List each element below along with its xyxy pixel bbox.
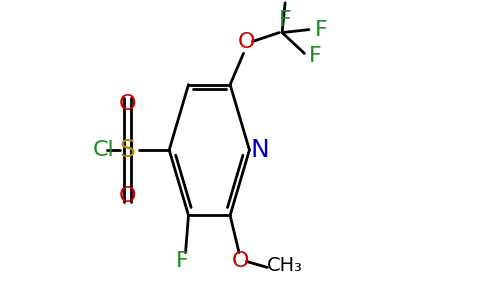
Text: O: O [238,32,255,52]
Text: F: F [279,10,291,30]
Text: F: F [309,46,322,66]
Text: Cl: Cl [93,140,115,160]
Text: N: N [251,138,270,162]
Text: S: S [120,138,136,162]
Text: O: O [232,251,249,272]
Text: F: F [176,251,189,272]
Text: O: O [119,186,136,206]
Text: CH₃: CH₃ [267,256,303,275]
Text: O: O [119,94,136,114]
Text: F: F [315,20,328,40]
